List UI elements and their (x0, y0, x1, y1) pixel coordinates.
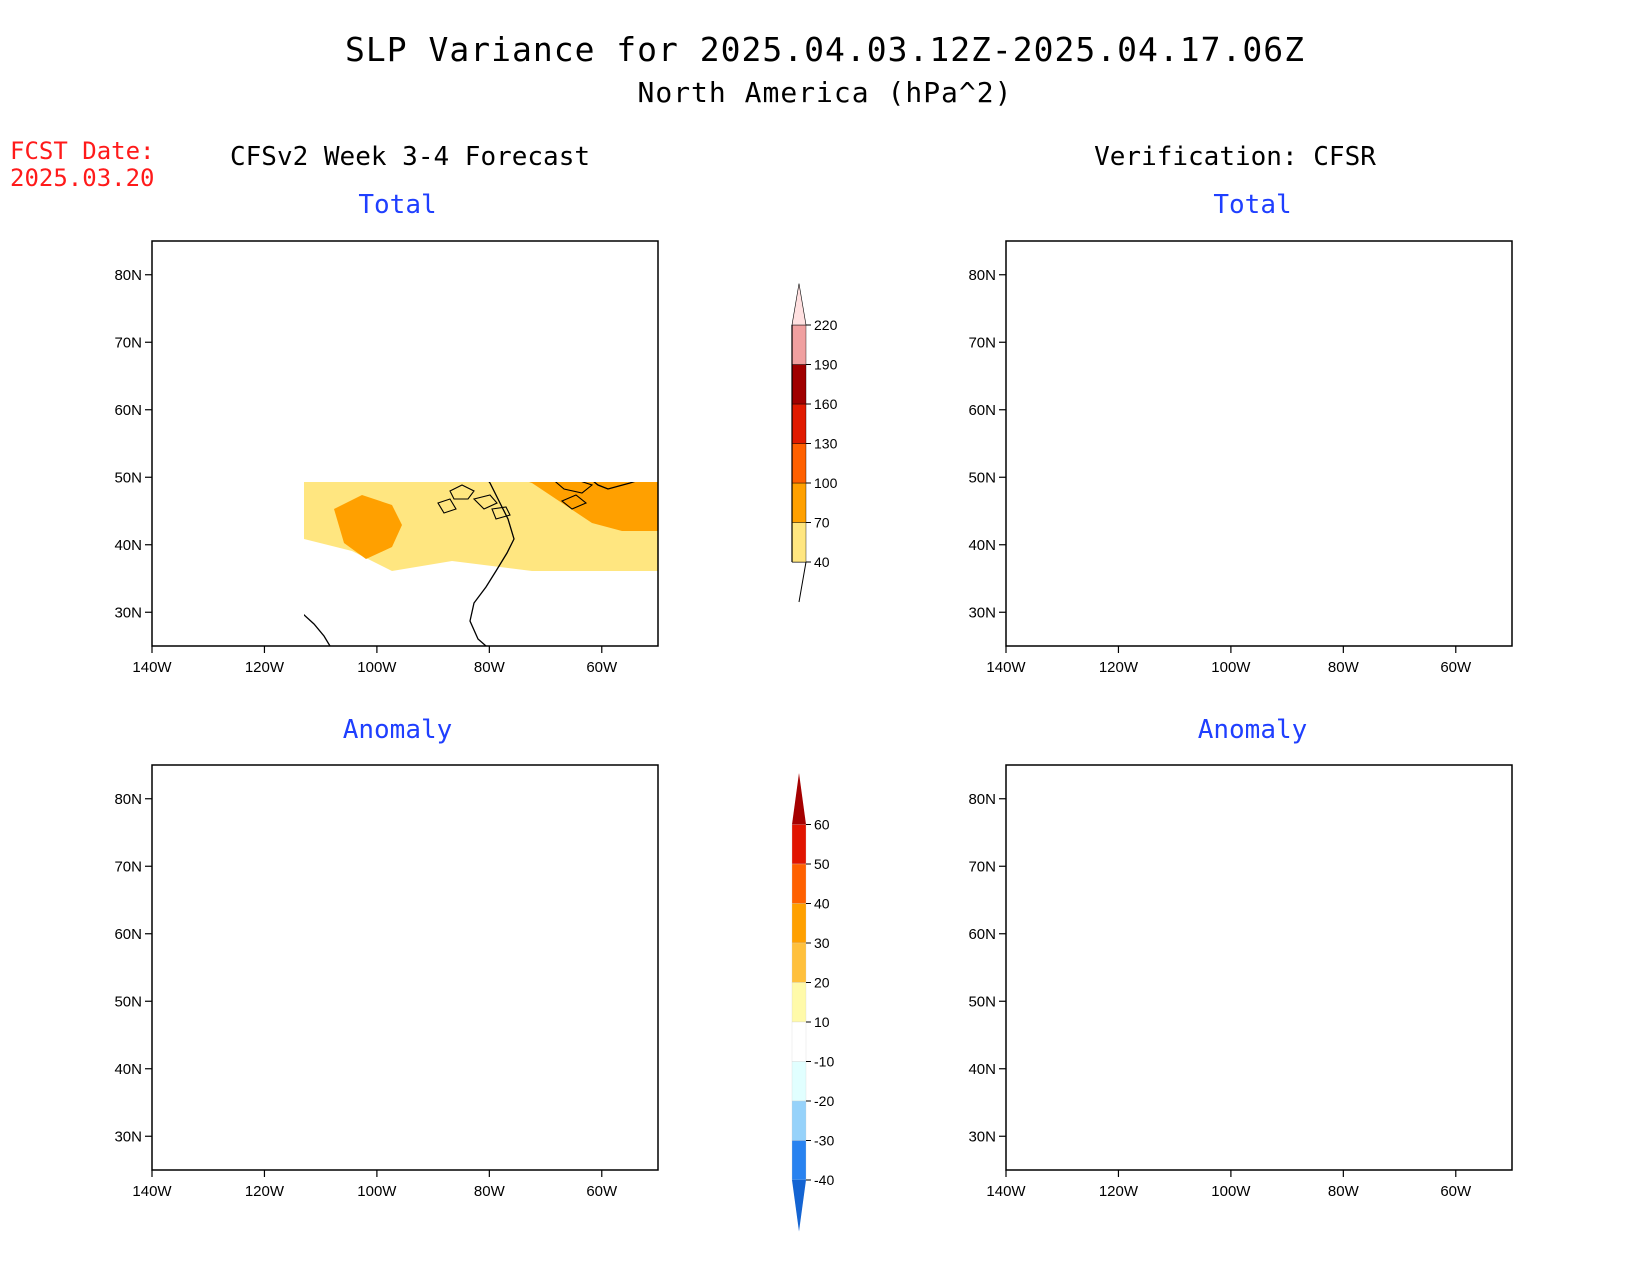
colorbar-anomaly-segment (791, 863, 807, 904)
colorbar-total-segment (791, 364, 807, 405)
lat-tick-label: 80N (968, 791, 996, 808)
colorbar-total-label: 70 (814, 515, 830, 531)
lon-tick-label: 100W (1211, 1183, 1251, 1200)
lon-tick-label: 80W (474, 659, 506, 676)
colorbar-anomaly-segment (791, 1021, 807, 1062)
colorbar-anomaly-segment (791, 1100, 807, 1141)
colorbar-anomaly-label: -10 (814, 1054, 834, 1070)
lon-tick-label: 60W (1440, 659, 1472, 676)
colorbar-total-segment (791, 403, 807, 444)
lon-tick-label: 120W (1099, 659, 1139, 676)
panel-ver-anomaly (1005, 764, 1513, 1171)
lat-tick-label: 30N (114, 604, 142, 621)
lat-tick-label: 30N (114, 1128, 142, 1145)
colorbar-anomaly-label: -20 (814, 1093, 834, 1109)
panel-title-ver-total: Total (1213, 190, 1292, 220)
lon-tick-label: 140W (132, 1183, 172, 1200)
lon-tick-label: 140W (986, 659, 1026, 676)
colorbar-total-lower-tip (792, 561, 807, 603)
lat-tick-label: 30N (968, 604, 996, 621)
colorbar-total-segment (791, 482, 807, 523)
lat-tick-label: 50N (114, 993, 142, 1010)
colorbar-anomaly-segment (791, 982, 807, 1023)
fcst-date: FCST Date: 2025.03.20 (10, 138, 155, 192)
lat-tick-label: 60N (968, 926, 996, 943)
lat-tick-label: 50N (114, 469, 142, 486)
colorbar-anomaly-segment (792, 1180, 806, 1232)
lat-tick-label: 70N (114, 334, 142, 351)
colorbar-anomaly-label: -30 (814, 1133, 834, 1149)
lat-tick-label: 60N (968, 402, 996, 419)
lat-tick-label: 70N (968, 858, 996, 875)
lon-tick-label: 100W (357, 1183, 397, 1200)
left-column-title: CFSv2 Week 3-4 Forecast (229, 142, 591, 172)
colorbar-anomaly-label: 40 (814, 896, 830, 912)
colorbar-anomaly-label: 10 (814, 1014, 830, 1030)
colorbar-anomaly-segment (791, 824, 807, 865)
colorbar-total-segment (791, 324, 807, 365)
lon-tick-label: 60W (586, 659, 618, 676)
panel-title-ver-anomaly: Anomaly (1197, 715, 1308, 745)
lat-tick-label: 80N (114, 791, 142, 808)
chart-subtitle: North America (hPa^2) (637, 76, 1013, 109)
lat-tick-label: 50N (968, 993, 996, 1010)
lon-tick-label: 80W (474, 1183, 506, 1200)
lon-tick-label: 100W (357, 659, 397, 676)
lon-tick-label: 80W (1328, 1183, 1360, 1200)
colorbar-anomaly-label: 20 (814, 975, 830, 991)
colorbar-total-label: 100 (814, 475, 838, 491)
panel-ver-total (1005, 240, 1513, 647)
lat-tick-label: 70N (114, 858, 142, 875)
colorbar-anomaly-segment (791, 903, 807, 944)
colorbar-total-label: 220 (814, 317, 838, 333)
fcst-date-label: FCST Date: (10, 137, 155, 165)
colorbar-total-label: 40 (814, 554, 830, 570)
colorbar-anomaly-segment (791, 942, 807, 983)
chart-title: SLP Variance for 2025.04.03.12Z-2025.04.… (345, 30, 1305, 69)
lat-tick-label: 70N (968, 334, 996, 351)
colorbar-anomaly-label: 60 (814, 817, 830, 833)
lon-tick-label: 80W (1328, 659, 1360, 676)
lat-tick-label: 80N (114, 267, 142, 284)
colorbar-total-label: 160 (814, 396, 838, 412)
colorbar-anomaly-label: 50 (814, 856, 830, 872)
panel-fcst-anomaly (151, 764, 659, 1171)
colorbar-total-segment (791, 283, 807, 326)
panel-title-fcst-anomaly: Anomaly (342, 715, 453, 745)
lat-tick-label: 60N (114, 402, 142, 419)
colorbar-anomaly-segment (792, 773, 806, 825)
lon-tick-label: 120W (245, 1183, 285, 1200)
panel-title-fcst-total: Total (358, 190, 437, 220)
lat-tick-label: 60N (114, 926, 142, 943)
lon-tick-label: 140W (986, 1183, 1026, 1200)
fcst-date-value: 2025.03.20 (10, 164, 155, 192)
colorbar-anomaly-label: -40 (814, 1172, 834, 1188)
lon-tick-label: 120W (1099, 1183, 1139, 1200)
lat-tick-label: 50N (968, 469, 996, 486)
lat-tick-label: 80N (968, 267, 996, 284)
lon-tick-label: 120W (245, 659, 285, 676)
lon-tick-label: 100W (1211, 659, 1251, 676)
right-column-title: Verification: CFSR (1094, 142, 1376, 172)
colorbar-anomaly-segment (791, 1140, 807, 1181)
lon-tick-label: 60W (1440, 1183, 1472, 1200)
lon-tick-label: 140W (132, 659, 172, 676)
lat-tick-label: 40N (114, 537, 142, 554)
colorbar-anomaly-segment (791, 1061, 807, 1102)
lat-tick-label: 30N (968, 1128, 996, 1145)
lat-tick-label: 40N (968, 1061, 996, 1078)
colorbar-total-label: 190 (814, 357, 838, 373)
colorbar-anomaly-label: 30 (814, 935, 830, 951)
colorbar-total-segment (791, 443, 807, 484)
colorbar-total-label: 130 (814, 436, 838, 452)
lat-tick-label: 40N (968, 537, 996, 554)
lon-tick-label: 60W (586, 1183, 618, 1200)
panel-fcst-total (151, 240, 659, 647)
lat-tick-label: 40N (114, 1061, 142, 1078)
colorbar-total-segment (791, 522, 807, 563)
